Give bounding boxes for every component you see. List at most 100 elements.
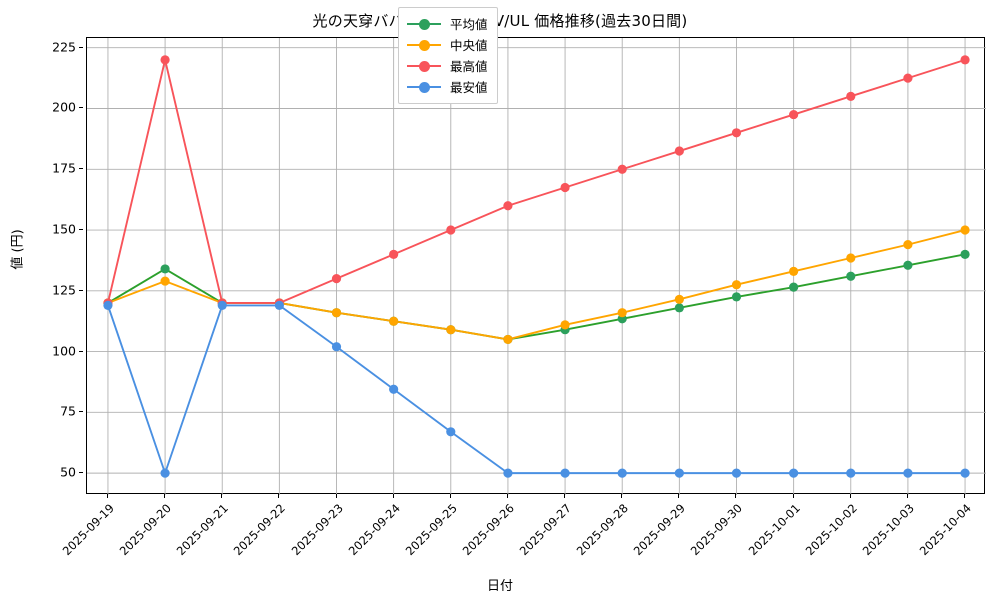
y-axis-tick-mark <box>79 289 83 291</box>
y-axis-tick-label: 150 <box>52 221 76 237</box>
data-point-marker <box>446 225 456 235</box>
data-point-marker <box>960 225 970 235</box>
data-point-marker <box>389 384 399 394</box>
y-axis-tick-label: 125 <box>52 282 76 298</box>
legend-label: 最高値 <box>450 59 488 74</box>
x-axis-tick-mark <box>849 494 851 498</box>
y-axis-tick-label: 50 <box>60 464 76 480</box>
x-axis-tick-labels: 2025-09-19 2025-09-20 2025-09-21 2025-09-22… <box>60 494 985 594</box>
x-axis-tick-mark <box>964 494 966 498</box>
data-point-marker <box>389 249 399 259</box>
data-point-marker <box>846 253 856 263</box>
data-point-marker <box>960 468 970 478</box>
x-axis-tick-mark <box>449 494 451 498</box>
data-point-marker <box>789 109 799 120</box>
y-axis-tick-marks <box>0 37 90 494</box>
y-axis-tick-mark <box>79 350 83 352</box>
y-axis-tick-label: 75 <box>60 403 76 419</box>
data-point-marker <box>674 146 684 156</box>
data-point-marker <box>503 201 513 211</box>
data-point-marker <box>960 249 970 259</box>
data-point-marker <box>846 468 856 478</box>
y-axis-tick-label: 100 <box>52 343 76 359</box>
data-point-marker <box>960 55 970 65</box>
data-point-marker <box>331 342 342 352</box>
x-axis-tick-mark <box>335 494 337 498</box>
data-point-marker <box>789 468 799 478</box>
series-line <box>106 229 967 341</box>
legend-item: 最高値 <box>407 55 488 76</box>
y-axis-tick-labels: 50 75 100 125 150 175 200 225 <box>0 37 76 494</box>
plot-area <box>86 37 986 495</box>
data-point-marker <box>217 300 227 310</box>
legend-item: 平均値 <box>407 13 488 34</box>
plot-svg <box>87 38 986 495</box>
data-point-marker <box>903 468 913 478</box>
data-point-marker <box>789 266 799 276</box>
legend-marker-icon <box>407 80 441 94</box>
legend-label: 中央値 <box>450 38 488 53</box>
data-point-marker <box>389 316 399 326</box>
data-point-marker <box>560 182 570 193</box>
data-point-marker <box>503 334 513 345</box>
x-axis-tick-mark <box>278 494 280 498</box>
data-point-marker <box>903 240 913 250</box>
y-axis-tick-mark <box>79 411 83 413</box>
data-point-marker <box>617 164 627 174</box>
data-point-marker <box>446 325 456 335</box>
data-point-marker <box>617 308 627 318</box>
legend-item: 最安値 <box>407 76 488 97</box>
data-point-marker <box>903 260 913 270</box>
data-point-marker <box>560 320 570 330</box>
x-axis-label: 日付 <box>486 579 513 594</box>
x-axis-tick-mark <box>164 494 166 498</box>
x-axis-tick-mark <box>221 494 223 498</box>
x-axis-tick-mark <box>906 494 908 498</box>
data-point-marker <box>731 280 742 290</box>
series-line <box>106 253 967 341</box>
data-point-marker <box>331 274 342 284</box>
data-point-marker <box>160 276 170 286</box>
legend-marker-icon <box>407 38 441 52</box>
x-axis-tick-mark <box>506 494 508 498</box>
y-axis-tick-mark <box>79 229 83 231</box>
legend-marker-icon <box>407 17 441 31</box>
y-axis-tick-mark <box>79 168 83 170</box>
data-point-marker <box>274 300 284 310</box>
chart-title: 光の天穿バハルティヤ/LIOV/UL 価格推移(過去30日間) <box>312 12 688 30</box>
data-point-marker <box>560 468 570 478</box>
x-axis-tick-mark <box>564 494 566 498</box>
x-axis-tick-mark <box>392 494 394 498</box>
series-line <box>106 58 967 304</box>
x-axis-tick-mark <box>792 494 794 498</box>
data-point-marker <box>903 73 913 83</box>
data-point-marker <box>160 264 170 274</box>
legend-label: 最安値 <box>450 80 488 95</box>
legend-marker-icon <box>407 59 441 73</box>
y-axis-tick-mark <box>79 46 83 48</box>
data-point-marker <box>331 308 342 318</box>
legend-label: 平均値 <box>450 17 488 32</box>
data-point-marker <box>789 282 799 292</box>
x-axis-tick-mark <box>735 494 737 498</box>
x-axis-tick-mark <box>106 494 108 498</box>
data-point-marker <box>731 468 742 478</box>
data-point-marker <box>674 294 684 304</box>
x-axis-tick-mark <box>678 494 680 498</box>
legend-item: 中央値 <box>407 34 488 55</box>
x-axis-tick-mark <box>621 494 623 498</box>
data-point-marker <box>731 292 742 302</box>
y-axis-tick-label: 200 <box>52 99 76 115</box>
y-axis-tick-label: 175 <box>52 160 76 176</box>
data-point-marker <box>446 427 456 437</box>
chart-legend: 平均値中央値最高値最安値 <box>398 7 498 104</box>
series-line <box>106 304 967 475</box>
data-point-marker <box>503 468 513 478</box>
data-point-marker <box>731 128 742 138</box>
data-point-marker <box>674 468 684 478</box>
y-axis-tick-label: 225 <box>52 39 76 55</box>
data-point-marker <box>846 91 856 101</box>
data-point-marker <box>160 55 170 65</box>
data-point-marker <box>674 303 684 313</box>
